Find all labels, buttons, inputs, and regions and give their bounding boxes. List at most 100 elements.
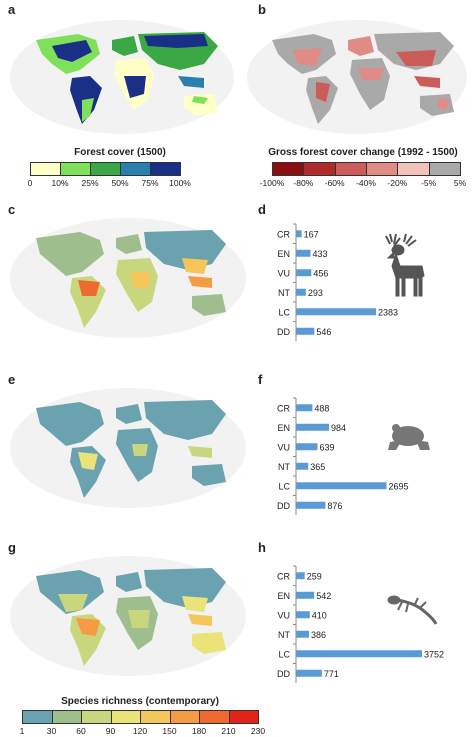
value-label: 410 [312, 610, 327, 620]
value-label: 365 [310, 462, 325, 472]
legend-tick-label: -60% [324, 178, 345, 188]
legend-swatch [110, 710, 141, 724]
change-legend-title: Gross forest cover change (1992 - 1500) [268, 147, 458, 158]
legend-tick-label: 75% [141, 178, 159, 188]
panel-label-e: e [8, 372, 16, 387]
category-label: VU [277, 268, 290, 278]
amphibian-status-bar-chart: CR 488 EN 984 VU 639 NT 365 LC 2695 DD 876 [277, 397, 409, 515]
bar-nt [296, 630, 309, 638]
bar-cr [296, 230, 302, 238]
legend-swatch [397, 162, 430, 176]
legend-swatch [60, 162, 91, 176]
category-label: LC [278, 649, 290, 659]
category-label: EN [277, 591, 290, 601]
legend-swatch [303, 162, 336, 176]
value-label: 546 [316, 327, 331, 337]
bar-cr [296, 572, 305, 580]
bar-lc [296, 650, 422, 658]
legend-swatch [51, 710, 82, 724]
value-label: 771 [324, 669, 339, 679]
forest-cover-map [10, 20, 234, 134]
bar-dd [296, 501, 326, 509]
legend-tick-label: 90 [105, 726, 116, 736]
value-label: 386 [311, 630, 326, 640]
legend-tick-label: 5% [453, 178, 467, 188]
value-label: 488 [314, 403, 329, 413]
category-label: NT [278, 630, 290, 640]
lizard-icon [387, 595, 438, 625]
category-label: DD [277, 501, 290, 511]
legend-swatch [334, 162, 367, 176]
legend-tick-label: 1 [19, 726, 25, 736]
legend-swatch [140, 710, 171, 724]
legend-tick-label: -40% [356, 178, 376, 188]
bar-en [296, 249, 311, 257]
southeast-asia-shape [178, 76, 204, 88]
bar-vu [296, 443, 318, 451]
value-label: 259 [307, 571, 322, 581]
value-label: 639 [319, 442, 334, 452]
value-label: 2695 [389, 481, 409, 491]
legend-tick-label: -5% [421, 178, 437, 188]
legend-swatch [428, 162, 461, 176]
bar-vu [296, 611, 310, 619]
bar-dd [296, 327, 315, 335]
bar-lc [296, 308, 377, 316]
category-label: NT [278, 462, 290, 472]
category-label: VU [277, 610, 290, 620]
value-label: 542 [316, 591, 331, 601]
legend-tick-label: 230 [250, 726, 266, 736]
legend-swatch [228, 710, 259, 724]
panel-label-g: g [8, 540, 16, 555]
legend-tick-label: 25% [81, 178, 99, 188]
legend-tick-label: -20% [387, 178, 408, 188]
mammal-status-bar-chart: CR 167 EN 433 VU 456 NT 293 LC 2383 DD 546 [277, 223, 398, 341]
legend-swatch [120, 162, 151, 176]
value-label: 984 [331, 423, 346, 433]
legend-tick-label: 10% [51, 178, 69, 188]
value-label: 433 [313, 249, 328, 259]
bar-vu [296, 269, 312, 277]
category-label: DD [277, 327, 290, 337]
reptile-richness-map [10, 556, 246, 676]
bar-en [296, 423, 330, 431]
legend-swatch [366, 162, 399, 176]
category-label: VU [277, 442, 290, 452]
category-label: LC [278, 481, 290, 491]
category-label: EN [277, 423, 290, 433]
legend-swatch [30, 162, 61, 176]
legend-tick-label: 30 [46, 726, 57, 736]
bar-lc [296, 482, 387, 490]
value-label: 3752 [424, 649, 444, 659]
legend-tick-label: -100% [259, 178, 285, 188]
value-label: 876 [327, 501, 342, 511]
legend-tick-label: 150 [162, 726, 177, 736]
bar-nt [296, 462, 309, 470]
mammal-richness-map [10, 218, 246, 338]
bar-cr [296, 404, 313, 412]
amphibian-richness-map [10, 388, 246, 508]
legend-tick-label: 100% [169, 178, 191, 188]
value-label: 456 [313, 268, 328, 278]
bar-en [296, 591, 315, 599]
legend-tick-label: 50% [111, 178, 129, 188]
europe-shape [112, 36, 138, 56]
australia-shape [184, 94, 218, 116]
category-label: CR [277, 229, 290, 239]
panel-label-b: b [258, 2, 266, 17]
reptile-status-bar-chart: CR 259 EN 542 VU 410 NT 386 LC 3752 DD 771 [277, 565, 444, 683]
forest-change-map [247, 20, 467, 134]
panel-label-f: f [258, 372, 263, 387]
value-label: 2383 [378, 307, 398, 317]
legend-swatch [169, 710, 200, 724]
bar-nt [296, 288, 306, 296]
legend-swatch [199, 710, 230, 724]
richness-legend-title: Species richness (contemporary) [61, 696, 219, 707]
panel-label-c: c [8, 202, 16, 217]
category-label: NT [278, 288, 290, 298]
deer-icon [385, 233, 425, 297]
legend-swatch [22, 710, 53, 724]
legend-swatch [272, 162, 305, 176]
category-label: EN [277, 249, 290, 259]
legend-tick-label: 180 [191, 726, 207, 736]
